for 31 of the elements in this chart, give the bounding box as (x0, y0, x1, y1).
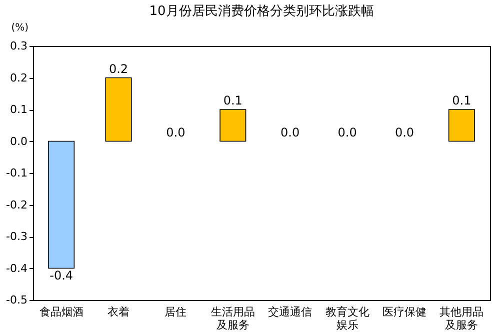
data-label: 0.0 (394, 125, 414, 140)
x-tick-label: 其他用品及服务 (440, 306, 484, 332)
y-tick-label: 0.2 (10, 71, 28, 84)
bar (220, 109, 246, 142)
x-tick-label: 衣着 (108, 306, 130, 318)
x-tick-label: 居住 (164, 306, 187, 318)
bar (448, 109, 475, 142)
y-tick-label: -0.2 (6, 198, 28, 212)
data-label: 0.0 (280, 125, 300, 140)
y-axis-title: (%) (11, 22, 29, 34)
x-tick-label: 食品烟酒 (39, 306, 84, 318)
chart-title: 10月份居民消费价格分类别环比涨跌幅 (149, 4, 374, 19)
y-tick-label: -0.3 (6, 230, 28, 243)
data-label: 0.0 (338, 125, 357, 140)
x-tick-label: 教育文化娱乐 (325, 306, 370, 332)
x-tick-label: 交通通信 (268, 306, 312, 318)
x-tick-label: 生活用品及服务 (210, 306, 255, 332)
data-label: 0.1 (223, 94, 242, 108)
x-tick-label: 医疗保健 (382, 306, 426, 318)
bar (48, 140, 75, 269)
bar (105, 77, 132, 142)
data-label: 0.2 (108, 62, 128, 76)
y-tick-label: 0.0 (10, 134, 28, 148)
y-tick-label: -0.4 (6, 262, 28, 275)
data-label: 0.1 (452, 94, 472, 108)
y-tick-label: 0.1 (10, 103, 28, 116)
y-tick-label: 0.3 (10, 40, 28, 52)
y-tick-label: -0.1 (6, 166, 28, 180)
data-label: 0.0 (166, 125, 186, 140)
data-label: -0.4 (50, 268, 74, 282)
y-tick-label: -0.5 (6, 294, 28, 306)
